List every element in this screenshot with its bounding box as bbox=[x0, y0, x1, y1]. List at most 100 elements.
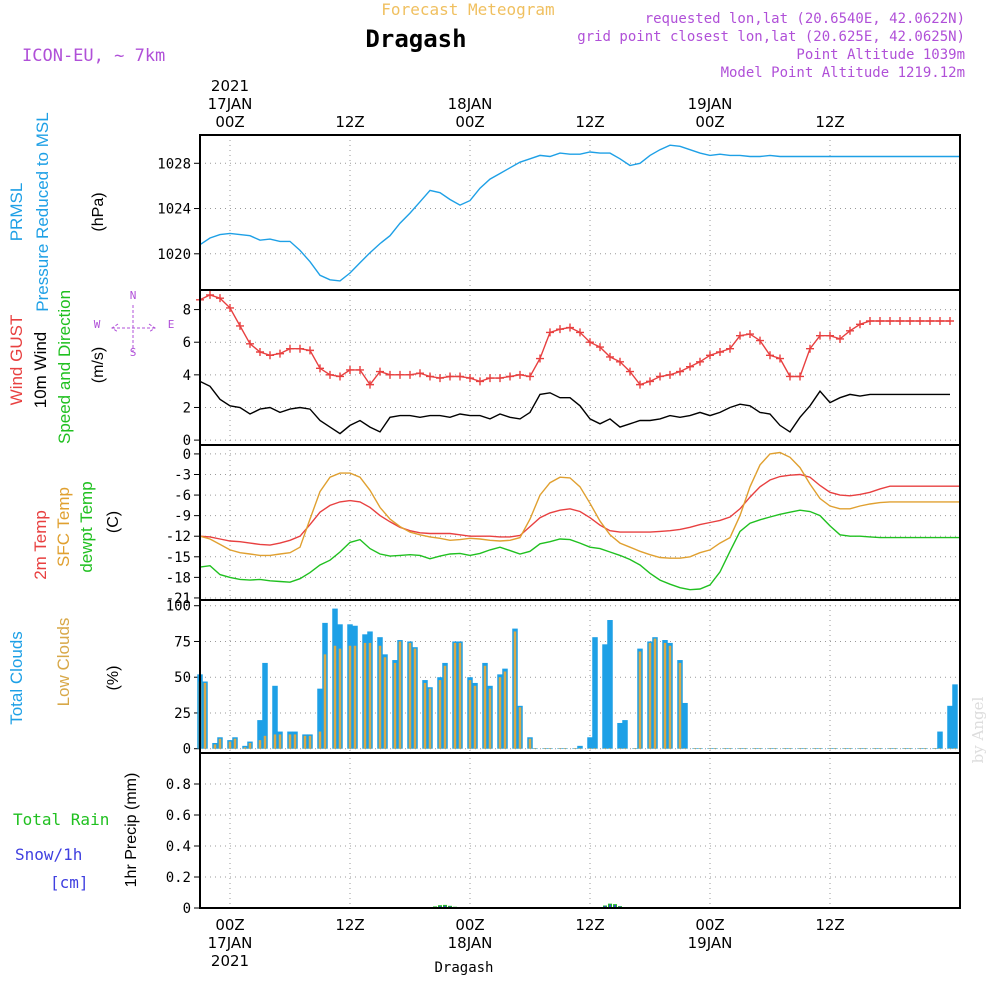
gust-marker bbox=[476, 377, 484, 386]
bar-precip-1 bbox=[609, 904, 611, 908]
y-tick-label: -18 bbox=[166, 570, 191, 586]
date-label-top: 17JAN bbox=[208, 95, 253, 113]
bar-clouds-0 bbox=[602, 644, 608, 749]
y-tick-label: 0 bbox=[183, 901, 191, 917]
bar-clouds-1 bbox=[548, 748, 552, 749]
time-label-top: 00Z bbox=[695, 113, 724, 131]
y-tick-label: 0 bbox=[183, 447, 191, 463]
bar-clouds-0 bbox=[257, 720, 263, 749]
y-tick-label: 0 bbox=[183, 742, 191, 758]
gust-marker bbox=[396, 370, 404, 379]
bar-clouds-0 bbox=[952, 684, 958, 749]
gust-marker bbox=[436, 374, 444, 383]
bar-precip-1 bbox=[444, 905, 446, 908]
bar-clouds-1 bbox=[278, 734, 282, 749]
bar-clouds-1 bbox=[743, 748, 747, 749]
gust-marker bbox=[936, 317, 944, 325]
bar-clouds-1 bbox=[498, 677, 502, 749]
bar-clouds-1 bbox=[648, 642, 652, 749]
bar-clouds-1 bbox=[758, 748, 762, 749]
bar-clouds-0 bbox=[947, 705, 953, 749]
series-line-temperature-2 bbox=[199, 509, 960, 591]
gust-marker bbox=[946, 317, 954, 325]
bar-clouds-1 bbox=[468, 680, 472, 749]
y-tick-label: -15 bbox=[166, 550, 191, 566]
bar-clouds-1 bbox=[608, 748, 612, 749]
y-tick-label: 8 bbox=[183, 303, 191, 319]
panel-pressure: 1020 1024 1028 bbox=[157, 134, 961, 291]
bar-clouds-1 bbox=[888, 748, 892, 749]
y-tick-label: 1024 bbox=[157, 202, 191, 218]
gust-marker bbox=[826, 331, 834, 340]
gust-marker bbox=[846, 326, 854, 335]
bar-clouds-1 bbox=[953, 748, 957, 749]
time-label-bottom: 00Z bbox=[455, 916, 484, 934]
bar-clouds-1 bbox=[453, 642, 457, 749]
y-tick-label: 50 bbox=[174, 670, 191, 686]
bar-clouds-1 bbox=[393, 662, 397, 749]
gust-marker bbox=[386, 370, 394, 379]
bar-precip-1 bbox=[604, 905, 606, 908]
bar-clouds-1 bbox=[873, 748, 877, 749]
time-label-top: 12Z bbox=[815, 113, 844, 131]
ylabel-sfc: SFC Temp bbox=[54, 487, 73, 567]
y-tick-label: 0 bbox=[183, 433, 191, 449]
bar-clouds-0 bbox=[607, 620, 613, 749]
bar-clouds-1 bbox=[383, 657, 387, 749]
ylabel-c: (C) bbox=[105, 511, 122, 533]
series-line-temperature-1 bbox=[199, 451, 960, 559]
bar-clouds-1 bbox=[308, 735, 312, 749]
y-tick-label: 6 bbox=[183, 335, 191, 351]
gust-marker bbox=[686, 362, 694, 371]
gust-marker bbox=[736, 331, 744, 340]
gust-marker bbox=[566, 323, 574, 332]
gust-marker bbox=[346, 365, 354, 374]
gust-marker bbox=[706, 351, 714, 360]
time-label-top: 00Z bbox=[455, 113, 484, 131]
bar-clouds-1 bbox=[773, 748, 777, 749]
time-label-bottom: 12Z bbox=[575, 916, 604, 934]
bar-clouds-1 bbox=[908, 748, 912, 749]
y-tick-label: 1020 bbox=[157, 247, 191, 263]
gust-marker bbox=[616, 357, 624, 366]
gust-marker bbox=[266, 351, 274, 360]
bar-clouds-1 bbox=[863, 748, 867, 749]
bar-clouds-0 bbox=[617, 722, 623, 749]
gust-marker bbox=[746, 330, 754, 339]
bar-clouds-1 bbox=[338, 648, 342, 749]
ylabel-prmsl: PRMSL bbox=[7, 183, 26, 242]
gust-marker bbox=[326, 370, 334, 379]
gust-marker bbox=[556, 325, 564, 334]
bar-clouds-1 bbox=[618, 748, 622, 749]
bar-clouds-1 bbox=[423, 682, 427, 749]
panels: 1020 1024 1028 0 2 4 6 8 0 -3 -6 -9 -12 -15 -18 -21 0 25 5… bbox=[157, 134, 961, 917]
ylabel-gust: Wind GUST bbox=[7, 315, 26, 406]
y-tick-label: 0.8 bbox=[166, 777, 191, 793]
bar-clouds-1 bbox=[458, 642, 462, 749]
bar-clouds-1 bbox=[543, 748, 547, 749]
bar-clouds-1 bbox=[903, 748, 907, 749]
gust-marker bbox=[216, 294, 224, 303]
compass-letter: E bbox=[168, 318, 175, 331]
y-tick-label: 4 bbox=[183, 368, 191, 384]
ylabel-wind: 10m Wind bbox=[31, 332, 50, 409]
year-label-top: 2021 bbox=[211, 77, 249, 95]
gust-marker bbox=[526, 372, 534, 381]
gust-marker bbox=[696, 357, 704, 366]
gust-marker bbox=[516, 370, 524, 379]
gust-marker bbox=[446, 372, 454, 381]
ylabel-total-rain: Total Rain bbox=[13, 810, 109, 829]
y-tick-label: 1028 bbox=[157, 156, 191, 172]
series-line-wind-1 bbox=[199, 380, 950, 435]
footer-station: Dragash bbox=[434, 960, 493, 976]
gust-marker bbox=[606, 352, 614, 361]
bar-clouds-1 bbox=[318, 731, 322, 749]
time-label-top: 12Z bbox=[335, 113, 364, 131]
gust-marker bbox=[866, 317, 874, 325]
y-tick-label: 0.6 bbox=[166, 808, 191, 824]
bar-clouds-1 bbox=[813, 748, 817, 749]
bar-precip-1 bbox=[614, 904, 616, 908]
ylabel-total-clouds: Total Clouds bbox=[7, 631, 26, 725]
bar-clouds-1 bbox=[513, 631, 517, 749]
bar-clouds-1 bbox=[693, 748, 697, 749]
